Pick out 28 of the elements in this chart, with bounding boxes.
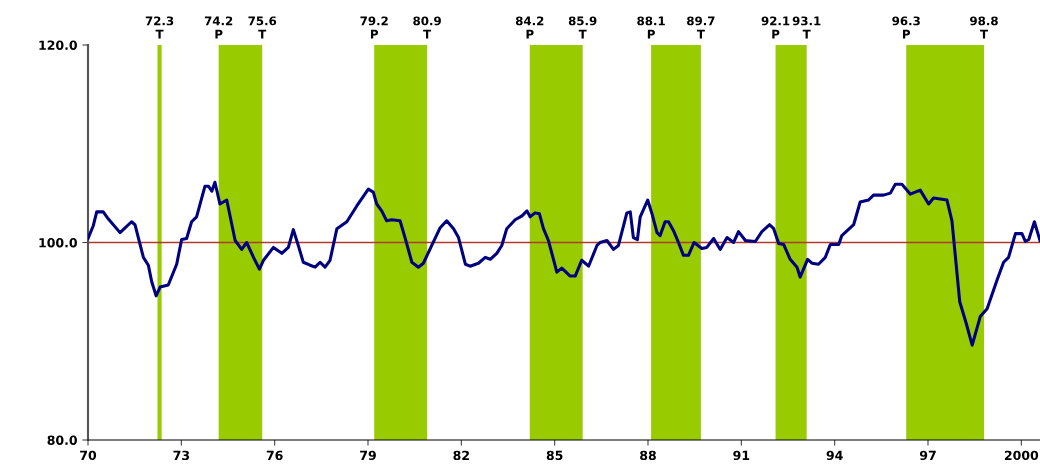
x-tick-label: 79 bbox=[360, 450, 376, 461]
x-tick-label: 70 bbox=[80, 450, 97, 461]
x-tick-label: 76 bbox=[266, 450, 283, 461]
x2-tick-label: 96.3 P bbox=[892, 16, 920, 39]
x2-tick-label: 79.2 P bbox=[360, 16, 388, 39]
x-tick-label: 82 bbox=[453, 450, 469, 461]
y-tick-label: 80.0 bbox=[47, 435, 77, 445]
x2-tick-label: 92.1 P bbox=[761, 16, 790, 39]
x-tick-label: 2000 bbox=[1004, 450, 1039, 461]
line-series bbox=[88, 180, 1040, 347]
x-tick-label: 73 bbox=[173, 450, 190, 461]
x-tick-label: 91 bbox=[733, 450, 750, 461]
x2-tick-label: 89.7 T bbox=[687, 16, 715, 39]
x2-tick-label: 84.2 P bbox=[515, 16, 544, 39]
y-tick-label: 100.0 bbox=[39, 237, 77, 248]
x2-tick-label: 85.9 T bbox=[568, 16, 597, 39]
x-tick-label: 97 bbox=[919, 450, 936, 461]
x-tick-label: 94 bbox=[826, 450, 843, 461]
x2-tick-label: 93.1 T bbox=[792, 16, 821, 39]
x-tick-label: 88 bbox=[640, 450, 656, 461]
x2-tick-label: 98.8 T bbox=[970, 16, 998, 39]
x2-tick-label: 88.1 P bbox=[637, 16, 665, 39]
x-tick-label: 85 bbox=[546, 450, 563, 461]
x2-tick-label: 74.2 P bbox=[204, 16, 233, 39]
x2-tick-label: 75.6 T bbox=[248, 16, 277, 39]
x2-tick-label: 80.9 T bbox=[413, 16, 441, 39]
y-tick-label: 120.0 bbox=[39, 40, 77, 50]
x2-tick-label: 72.3 T bbox=[145, 16, 174, 39]
